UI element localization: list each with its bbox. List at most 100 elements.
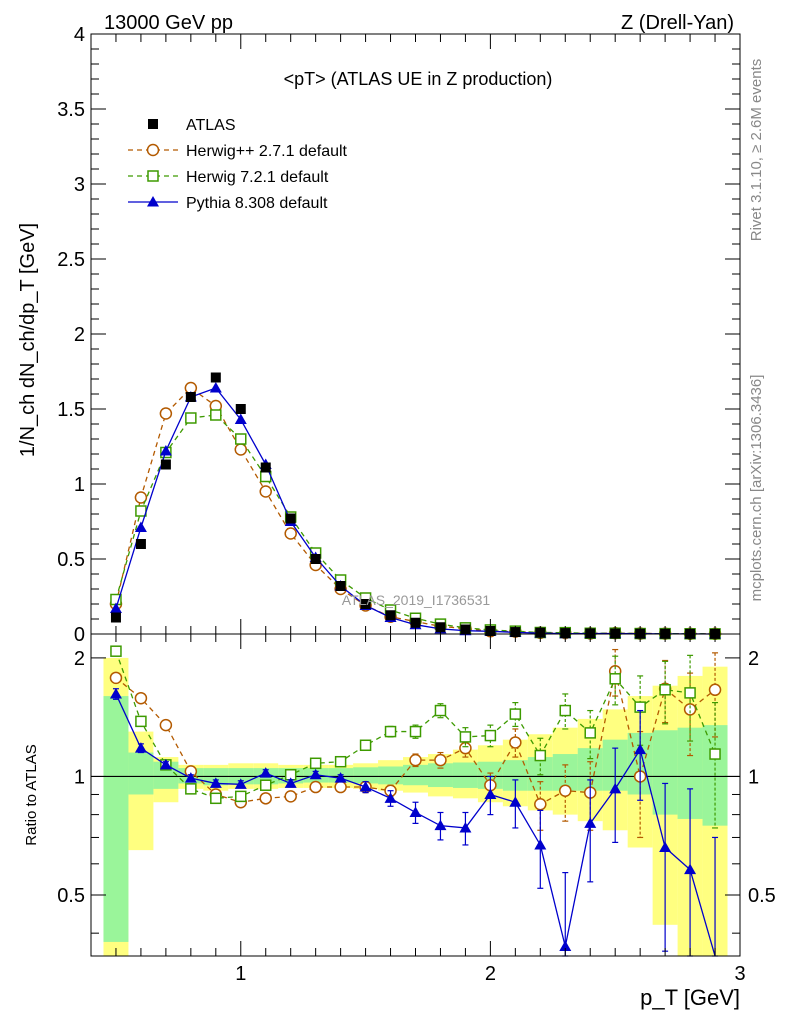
band-inner-bin [452,762,478,788]
legend-marker-atlas [148,119,158,129]
ratio-point-herwigpp [409,753,422,767]
data-point-atlas [310,554,321,564]
ratio-y-tick-label: 1 [74,766,85,788]
ratio-point-herwig7 [235,790,247,803]
data-point-atlas [360,599,371,609]
rivet-label: Rivet 3.1.10, ≥ 2.6M events [748,59,765,242]
ratio-point-herwig7 [509,708,522,720]
ratio-point-herwig7 [384,725,397,738]
ratio-point-pythia [184,772,197,783]
ratio-series-pythia [109,687,719,957]
main-panel: 0 0.5 1 1.5 2 2.5 3 3.5 4 <pT> (ATLAS UE in Z pr… [17,24,741,646]
ratio-panel: 1 2 3 0.5 0.5 1 1 2 2 Ratio to ATLAS p_T [GeV] [23,633,776,1010]
data-point-herwigpp [134,491,148,504]
legend-entry-herwig7: Herwig 7.2.1 default [128,169,329,186]
ratio-point-pythia [159,758,172,770]
x-axis-label: p_T [GeV] [640,985,740,1010]
ratio-point-pythia [234,778,247,789]
data-point-atlas [260,462,271,473]
ratio-point-pythia [309,768,322,780]
ratio-point-pythia [109,687,122,699]
y-tick-label: 3 [74,174,85,196]
ratio-point-herwig7 [359,739,372,752]
ratio-point-herwigpp [509,736,522,749]
main-title: <pT> (ATLAS UE in Z production) [284,69,553,89]
ratio-y-tick-label-right: 2 [748,648,759,670]
ratio-point-pythia [559,940,572,951]
band-inner-bin [427,763,453,788]
legend-label-herwigpp: Herwig++ 2.7.1 default [186,143,348,160]
data-point-pythia [134,521,147,532]
ratio-point-herwig7 [709,748,721,760]
legend-marker-herwigpp [146,143,160,157]
data-point-pythia [159,445,172,456]
header-right: Z (Drell-Yan) [621,12,734,34]
ratio-point-herwig7 [559,704,572,717]
ratio-point-herwig7 [259,779,272,791]
ratio-point-pythia [509,796,522,807]
ratio-point-pythia [134,742,147,753]
data-point-atlas [235,404,246,414]
ratio-point-pythia [384,792,397,803]
data-point-pythia [209,382,222,393]
ratio-point-herwig7 [484,729,497,742]
ratio-point-pythia [484,788,497,799]
ratio-point-herwig7 [210,792,222,805]
ratio-y-tick-label: 0.5 [57,885,85,907]
legend-entry-pythia: Pythia 8.308 default [128,195,328,212]
ratio-point-herwigpp [559,784,572,797]
ratio-point-pythia [634,743,647,755]
band-inner-bin [378,766,404,785]
y-tick-label: 3.5 [57,99,85,121]
ratio-point-herwigpp [309,780,322,794]
ratio-point-herwigpp [284,790,297,803]
legend-label-herwig7: Herwig 7.2.1 default [186,169,329,186]
ratio-point-herwigpp [259,792,272,805]
ratio-point-herwig7 [135,715,147,728]
legend-label-atlas: ATLAS [186,117,236,134]
data-point-atlas [335,581,346,591]
ratio-series-herwig7 [110,645,721,829]
y-tick-label: 1.5 [57,399,85,421]
ratio-point-pythia [659,841,672,853]
x-tick-label: 3 [734,963,745,985]
ratio-point-herwig7 [409,725,422,738]
ratio-point-herwig7 [684,687,696,699]
data-point-atlas [210,372,221,383]
ratio-point-pythia [359,781,372,792]
ratio-point-pythia [259,767,272,778]
ratio-point-herwig7 [534,749,547,762]
ratio-point-herwig7 [334,755,347,768]
ratio-point-herwigpp [109,671,123,685]
ratio-point-pythia [334,772,347,783]
ratio-point-pythia [434,819,447,831]
analysis-watermark: ATLAS_2019_I1736531 [342,592,491,608]
mcplots-label: mcplots.cern.ch [arXiv:1306.3436] [748,375,765,602]
ratio-y-axis-label: Ratio to ATLAS [23,744,40,845]
ratio-point-pythia [584,817,597,828]
legend-entry-atlas: ATLAS [148,117,236,134]
data-point-atlas [285,513,296,524]
data-point-atlas [410,617,421,628]
ratio-point-herwigpp [134,691,148,705]
ratio-y-tick-label: 2 [74,648,85,670]
data-point-herwig7 [210,409,222,421]
data-point-herwig7 [185,412,197,424]
y-tick-label: 0.5 [57,549,85,571]
ratio-point-herwigpp [434,753,447,767]
ratio-y-tick-label-right: 1 [748,766,759,788]
ratio-point-pythia [459,821,472,833]
data-point-pythia [234,413,247,424]
legend: ATLAS Herwig++ 2.7.1 default Herwig 7.2.1 … [128,117,348,212]
data-point-herwigpp [259,485,272,498]
data-point-herwig7 [135,505,147,517]
data-point-atlas [385,610,396,621]
ratio-point-pythia [534,838,547,850]
legend-label-pythia: Pythia 8.308 default [186,195,328,212]
ratio-point-pythia [209,777,222,788]
data-point-pythia [109,602,122,613]
ratio-point-herwig7 [459,731,472,743]
y-tick-label: 2 [74,324,85,346]
data-point-atlas [160,459,171,470]
